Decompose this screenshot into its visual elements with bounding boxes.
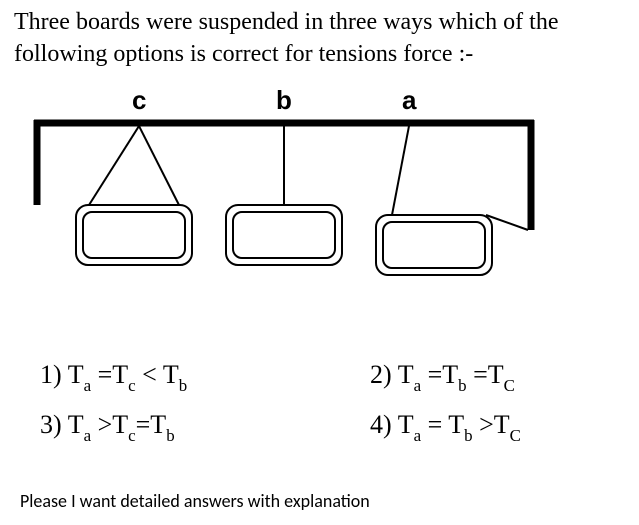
option-3-prefix: 3) xyxy=(40,410,68,439)
label-b: b xyxy=(276,85,292,116)
footer-note: Please I want detailed answers with expl… xyxy=(20,490,370,512)
option-1-prefix: 1) xyxy=(40,360,68,389)
suspension-diagram xyxy=(14,115,554,345)
diagram-area: c b a xyxy=(14,85,554,335)
option-2-prefix: 2) xyxy=(370,360,398,389)
option-4-prefix: 4) xyxy=(370,410,398,439)
page: Three boards were suspended in three way… xyxy=(0,0,639,525)
option-4: 4) Ta = Tb >TC xyxy=(370,410,521,444)
option-2: 2) Ta =Tb =TC xyxy=(370,360,515,394)
label-a: a xyxy=(402,85,416,116)
option-3: 3) Ta >Tc=Tb xyxy=(40,410,175,444)
label-c: c xyxy=(132,85,146,116)
question-text: Three boards were suspended in three way… xyxy=(14,6,624,71)
option-1: 1) Ta =Tc < Tb xyxy=(40,360,187,394)
